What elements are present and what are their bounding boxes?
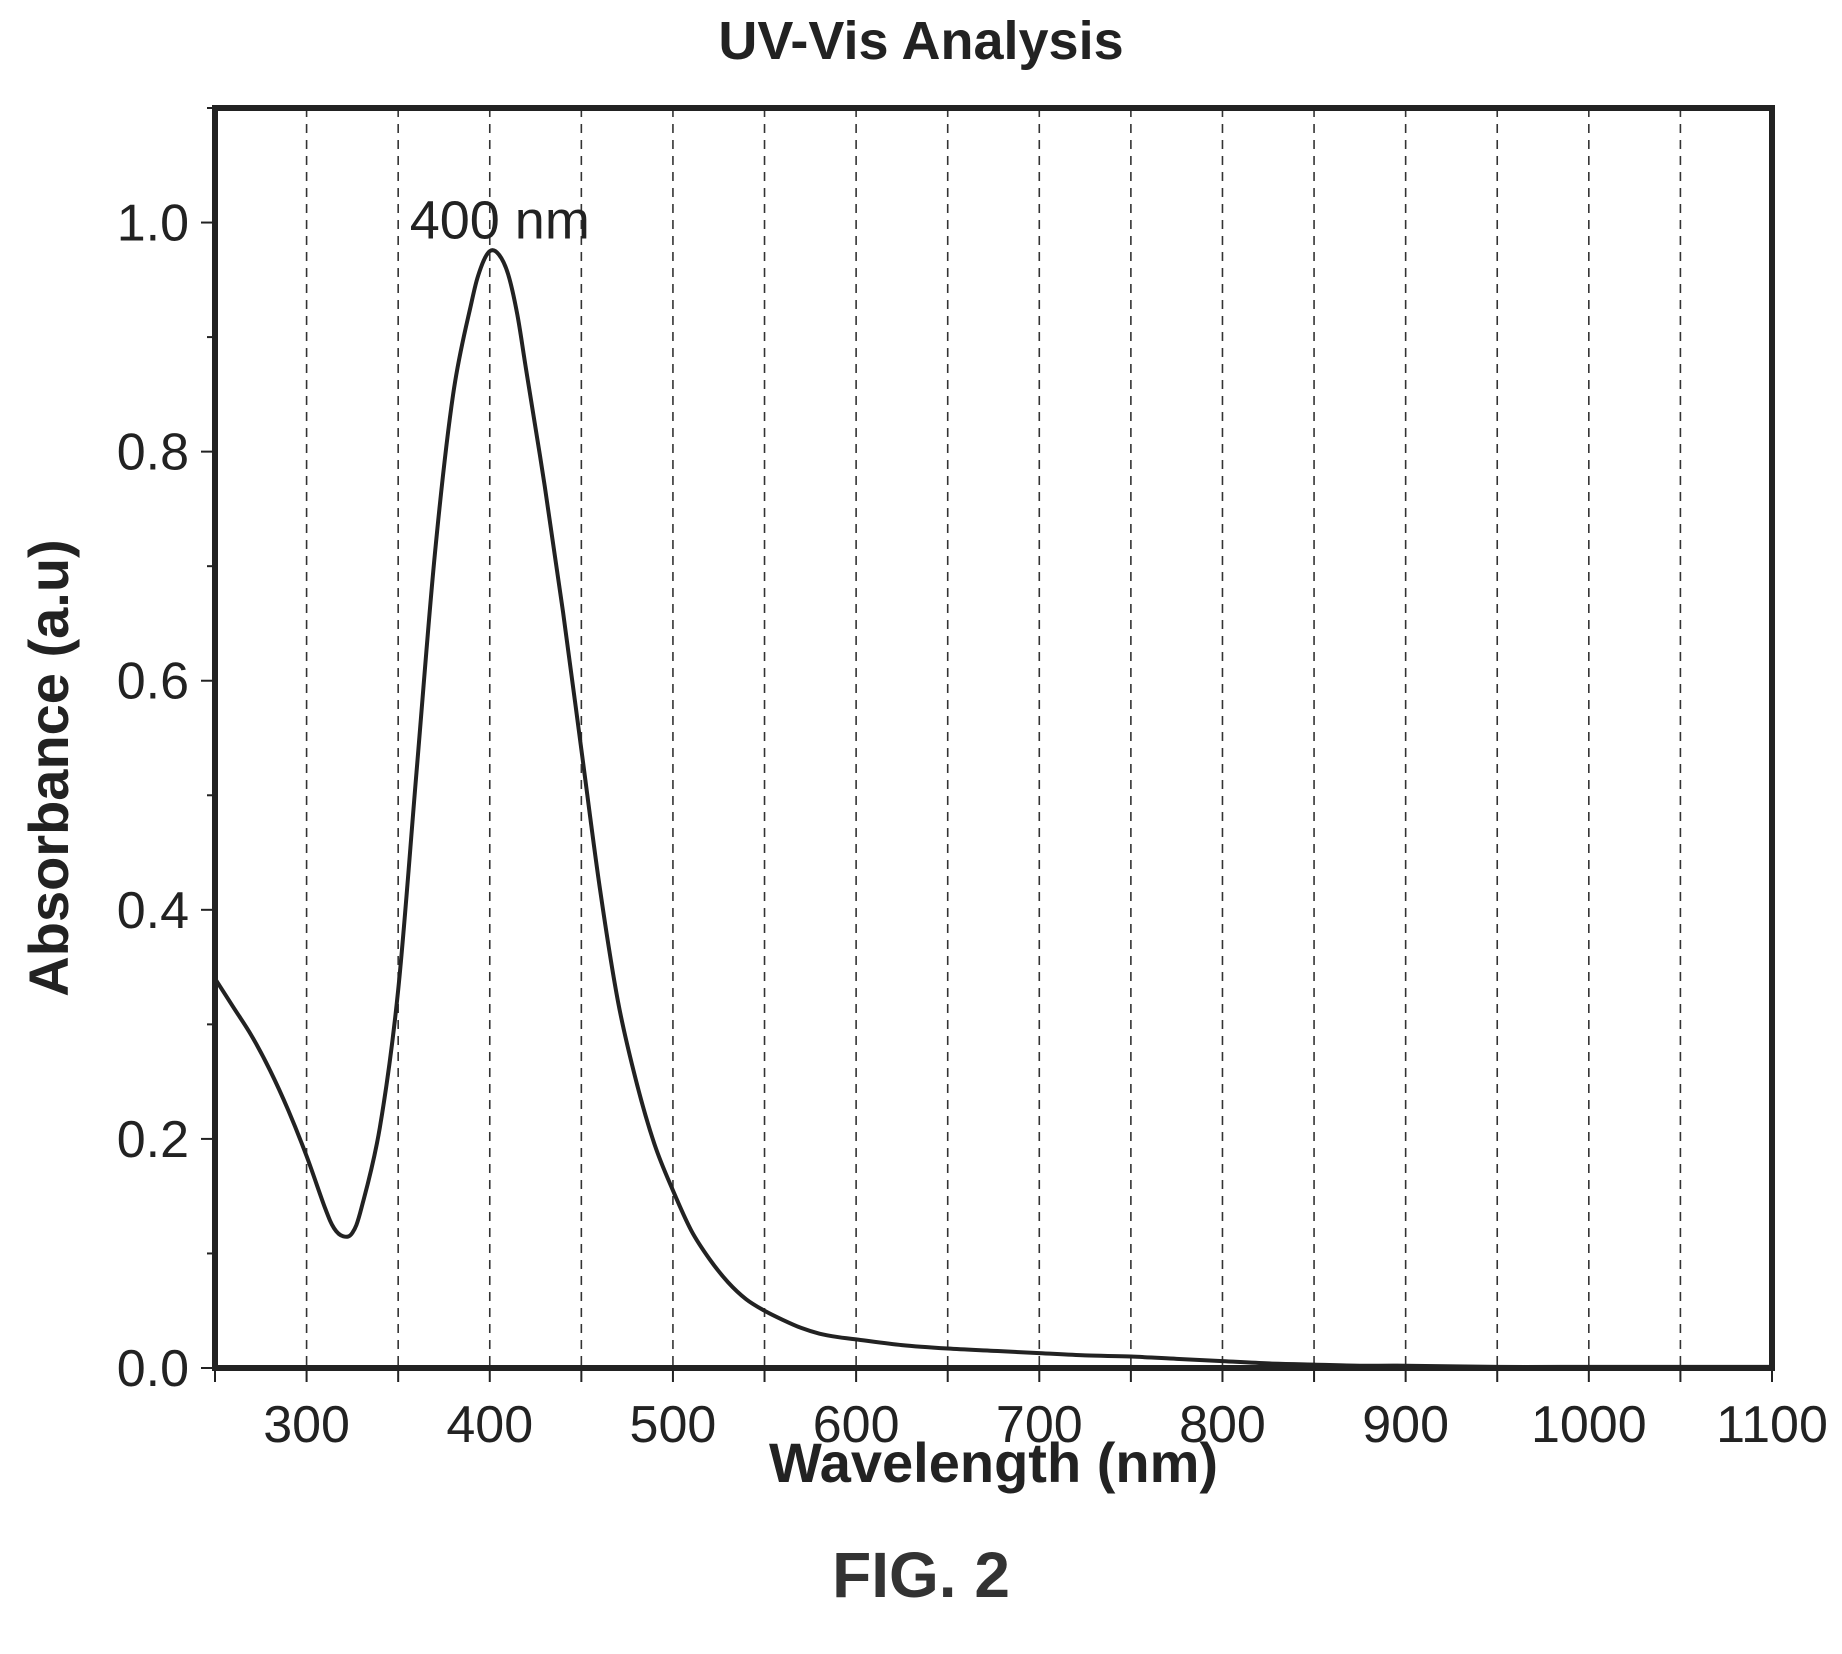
x-axis-title: Wavelength (nm)	[769, 1431, 1218, 1494]
y-axis-title: Absorbance (a.u)	[17, 539, 80, 996]
x-tick-label: 600	[813, 1396, 900, 1454]
y-tick-label: 0.0	[117, 1340, 189, 1398]
y-tick-label: 1.0	[117, 195, 189, 253]
axes	[201, 105, 1775, 1382]
absorbance-curve	[213, 248, 1772, 1369]
x-tick-label: 500	[630, 1396, 717, 1454]
x-tick-label: 900	[1362, 1396, 1449, 1454]
figure-caption: FIG. 2	[832, 1539, 1010, 1611]
y-tick-label: 0.6	[117, 653, 189, 711]
x-tick-label: 1000	[1531, 1396, 1647, 1454]
y-tick-label: 0.4	[117, 882, 189, 940]
x-tick-label: 1100	[1716, 1396, 1828, 1454]
x-tick-label: 700	[996, 1396, 1083, 1454]
plot-frame	[212, 105, 1775, 1371]
y-tick-label: 0.8	[117, 424, 189, 482]
x-tick-label: 800	[1179, 1396, 1266, 1454]
labels-layer: 300 400 500 600 700 800 900 1000 1100 0.0 0.2 0.4 0.…	[17, 191, 1828, 1494]
peak-annotation: 400 nm	[410, 191, 590, 251]
x-tick-label: 400	[446, 1396, 533, 1454]
x-tick-label: 300	[263, 1396, 350, 1454]
chart-title: UV-Vis Analysis	[718, 11, 1124, 71]
series-layer	[213, 248, 1772, 1369]
y-tick-label: 0.2	[117, 1111, 189, 1169]
